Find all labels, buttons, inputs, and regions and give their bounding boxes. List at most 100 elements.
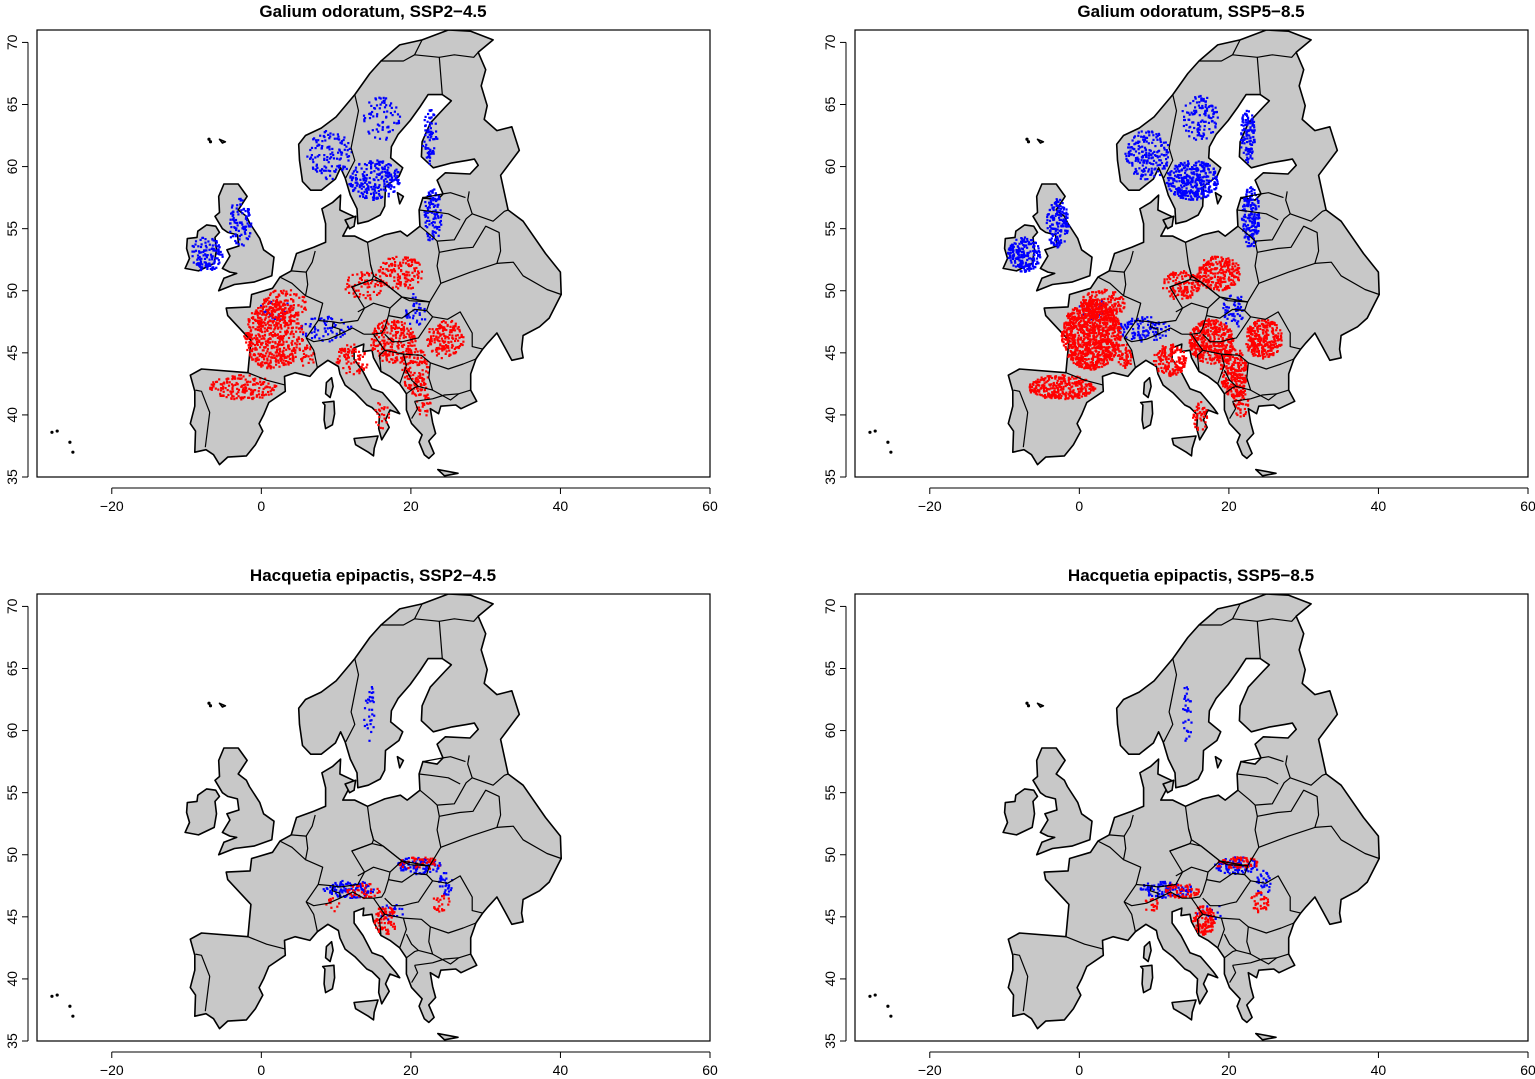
country-border xyxy=(305,891,365,907)
y-tick-label: 45 xyxy=(4,345,20,361)
island-dot xyxy=(71,1014,75,1018)
country-border xyxy=(1258,261,1380,296)
y-tick-label: 40 xyxy=(4,407,20,423)
island-dot xyxy=(868,430,872,434)
x-tick-label: 40 xyxy=(553,498,569,514)
island-dot xyxy=(886,1004,890,1008)
land-corsica xyxy=(324,940,334,963)
country-border xyxy=(279,840,324,932)
land-irl xyxy=(184,788,221,836)
island-dot xyxy=(1026,140,1031,144)
island-dot xyxy=(55,993,59,997)
country-border xyxy=(1149,321,1159,335)
europe-map xyxy=(36,593,711,1042)
country-border xyxy=(1163,658,1178,743)
range-loss-pixels xyxy=(209,255,465,430)
x-tick-label: 60 xyxy=(1520,498,1535,514)
country-border xyxy=(437,755,473,806)
land-crete xyxy=(1254,468,1277,477)
country-border xyxy=(331,885,341,899)
land-corsica xyxy=(1142,376,1152,399)
axes: −20 0 20 40 60 35 40 45 50 55 60 65 70 xyxy=(822,598,1535,1078)
country-border xyxy=(439,789,502,828)
island-dot xyxy=(868,994,872,998)
land-masses xyxy=(868,594,1381,1041)
map-panel-4: Hacquetia epipactis, SSP5−8.5 −20 0 20 40 60… xyxy=(822,566,1535,1078)
y-tick-label: 60 xyxy=(822,723,838,739)
country-border xyxy=(432,389,471,401)
country-border xyxy=(291,250,316,273)
country-borders xyxy=(1013,39,1380,448)
x-tick-label: 60 xyxy=(1520,1062,1535,1078)
y-tick-label: 50 xyxy=(822,283,838,299)
country-border xyxy=(432,875,483,914)
x-tick-label: 0 xyxy=(257,498,265,514)
country-border xyxy=(439,225,502,264)
country-border xyxy=(411,401,419,419)
country-border xyxy=(414,957,459,966)
country-border xyxy=(471,209,509,222)
country-border xyxy=(373,897,407,949)
map-panel-2: Galium odoratum, SSP5−8.5 −20 0 20 40 60 35 40… xyxy=(822,2,1535,514)
country-border xyxy=(430,922,477,934)
land-masses xyxy=(50,594,563,1041)
country-border xyxy=(411,965,419,983)
island-dot xyxy=(50,430,54,434)
y-tick-label: 50 xyxy=(4,847,20,863)
island-dot xyxy=(873,429,877,433)
range-gain-pixels xyxy=(191,96,443,343)
country-border xyxy=(440,825,562,860)
country-border xyxy=(195,389,211,448)
y-tick-label: 65 xyxy=(822,97,838,113)
land-gotland xyxy=(1214,755,1223,769)
y-tick-label: 45 xyxy=(822,909,838,925)
country-border xyxy=(1065,936,1104,950)
country-border xyxy=(439,51,479,58)
country-border xyxy=(414,603,423,620)
country-border xyxy=(419,209,461,221)
country-border xyxy=(1097,276,1142,368)
y-tick-label: 40 xyxy=(822,407,838,423)
country-border xyxy=(1232,393,1277,402)
y-tick-label: 35 xyxy=(822,469,838,485)
land-crete xyxy=(436,468,459,477)
range-loss-pixels xyxy=(1144,856,1270,936)
map-panel-3: Hacquetia epipactis, SSP2−4.5 −20 0 20 40 60… xyxy=(4,566,718,1078)
y-tick-label: 50 xyxy=(4,283,20,299)
y-tick-label: 35 xyxy=(822,1033,838,1049)
country-border xyxy=(1232,957,1277,966)
country-border xyxy=(1229,401,1237,419)
land-masses xyxy=(868,30,1381,477)
country-borders xyxy=(195,603,562,1012)
island-dot xyxy=(1026,704,1031,708)
y-tick-label: 65 xyxy=(4,661,20,677)
country-border xyxy=(345,94,360,179)
country-border xyxy=(432,311,483,350)
land-sardinia xyxy=(1139,400,1154,430)
country-border xyxy=(304,272,309,296)
x-tick-label: 20 xyxy=(403,1062,419,1078)
country-border xyxy=(1255,755,1291,806)
x-tick-label: 40 xyxy=(1371,498,1387,514)
plot-frame xyxy=(36,593,711,1042)
land-irl xyxy=(1002,788,1039,836)
panel-title: Hacquetia epipactis, SSP5−8.5 xyxy=(1068,566,1314,585)
land-zealand xyxy=(1162,215,1175,230)
land-sicily xyxy=(353,999,379,1021)
country-border xyxy=(437,191,473,242)
island-dot xyxy=(1025,137,1029,141)
country-border xyxy=(1123,891,1183,907)
island-dot xyxy=(889,1014,893,1018)
x-tick-label: 40 xyxy=(553,1062,569,1078)
y-tick-label: 70 xyxy=(4,34,20,50)
country-border xyxy=(1206,860,1249,883)
land-mainland xyxy=(189,594,563,1030)
x-tick-label: 60 xyxy=(702,1062,718,1078)
land-gotland xyxy=(396,191,405,205)
country-border xyxy=(1240,192,1284,199)
country-border xyxy=(388,860,431,883)
island-dot xyxy=(208,704,213,708)
land-crete xyxy=(1254,1032,1277,1041)
land-sicily xyxy=(1171,999,1197,1021)
y-tick-label: 70 xyxy=(822,598,838,614)
